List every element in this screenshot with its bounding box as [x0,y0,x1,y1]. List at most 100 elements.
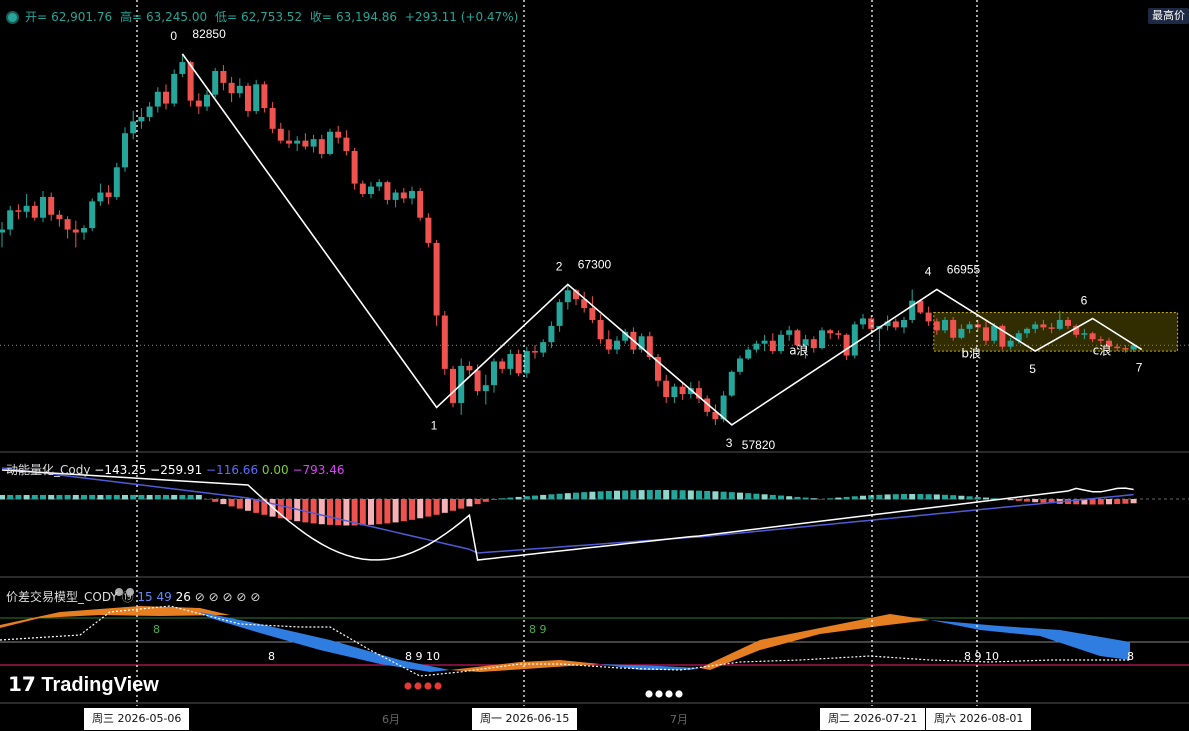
macd-bar [146,495,153,500]
macd-value-5: −793.46 [292,463,345,477]
macd-bar [171,495,178,500]
tradingview-logo[interactable]: 𝟭𝟳 TradingView [8,672,159,697]
macd-bar [950,495,957,500]
candle [0,229,5,233]
osc-area-down [600,664,700,670]
macd-bar [974,496,981,500]
candle [1007,340,1014,347]
candle [810,339,817,349]
macd-pane [0,467,1189,561]
candle [622,331,629,341]
x-axis-label-3: 周二 2026-07-21 [820,708,926,730]
candle [450,368,456,403]
candle [892,321,899,328]
macd-bar [712,491,719,500]
osc-white-dot [665,690,673,698]
osc-marker-top: 8 [153,623,160,636]
candle [671,386,678,398]
candle [1048,327,1055,329]
macd-title: 动能量化_Cody [6,463,91,477]
candle [802,339,809,346]
candle [950,319,957,338]
macd-bar [925,494,932,500]
candle [122,133,128,168]
macd-bar [679,490,686,500]
macd-bar [204,499,210,500]
osc-legend[interactable]: 价差交易模型_CODY ⑲ 15 49 26 ⊘ ⊘ ⊘ ⊘ ⊘ [6,588,260,605]
candle [7,210,14,230]
macd-bar [581,492,588,500]
open-value: 62,901.76 [51,10,113,24]
candle [376,182,383,187]
macd-bar [671,490,678,500]
candle [778,334,784,352]
macd-bar [523,496,530,500]
macd-value-4: 0.00 [261,463,289,477]
candle [97,192,104,202]
candle [663,380,670,398]
macd-bar [113,495,120,500]
macd-bar [614,490,620,500]
x-axis-label-1: 周三 2026-05-06 [84,708,190,730]
osc-white-dot [675,690,683,698]
symbol-status-icon[interactable] [6,11,19,24]
wave-price-label: 57820 [742,438,776,452]
candle [745,349,752,359]
macd-bar [286,499,292,520]
candle [105,192,112,197]
macd-bar [761,494,768,500]
macd-bar [942,494,948,500]
macd-bar [97,495,104,500]
macd-bar [138,495,145,500]
candle [392,192,399,200]
candle [605,339,612,350]
candle [269,108,276,129]
macd-bar [728,492,735,500]
osc-white-dot [655,690,663,698]
candle [1114,346,1121,349]
candle [564,290,571,303]
macd-bar [1097,499,1104,505]
macd-bar [573,492,579,500]
candle [40,196,46,218]
wave-label: 0 [170,29,177,43]
candle [942,319,948,331]
macd-bar [122,495,128,500]
candle [868,318,875,329]
candle [343,137,350,152]
macd-bar [335,499,342,526]
candle [1089,333,1096,340]
candle [228,82,235,94]
candle [819,330,825,349]
macd-bar [400,499,407,522]
candle [72,229,79,233]
macd-bar [564,493,571,500]
macd-bar [909,494,916,500]
max-price-badge[interactable]: 最高价 [1148,8,1189,24]
candle [638,336,645,350]
macd-bar [1007,499,1014,501]
candle [589,308,596,320]
candle [556,302,563,326]
macd-bar [507,497,514,500]
macd-bar [696,490,702,500]
macd-bar [64,495,71,500]
osc-value-1: ⑲ [121,590,134,604]
candle [187,62,194,101]
wave-label: 2 [556,259,563,273]
main-price-pane: 0 82850 1 2 67300 3 57820 4 66955 5 6 7 a浪 b浪 c浪 [0,27,1189,452]
candle [843,334,850,356]
candle [860,318,866,325]
macd-bar [450,499,456,511]
candle [983,327,989,341]
candle [1081,333,1088,335]
macd-bar [40,495,46,500]
candle [655,357,661,381]
macd-bar [1106,499,1112,505]
macd-legend[interactable]: 动能量化_Cody −143.25 −259.91 −116.66 0.00 −… [6,461,345,478]
low-label: 低= [214,10,237,24]
candle [318,139,325,154]
osc-value-2: 15 [137,590,153,604]
macd-bar [630,490,637,500]
